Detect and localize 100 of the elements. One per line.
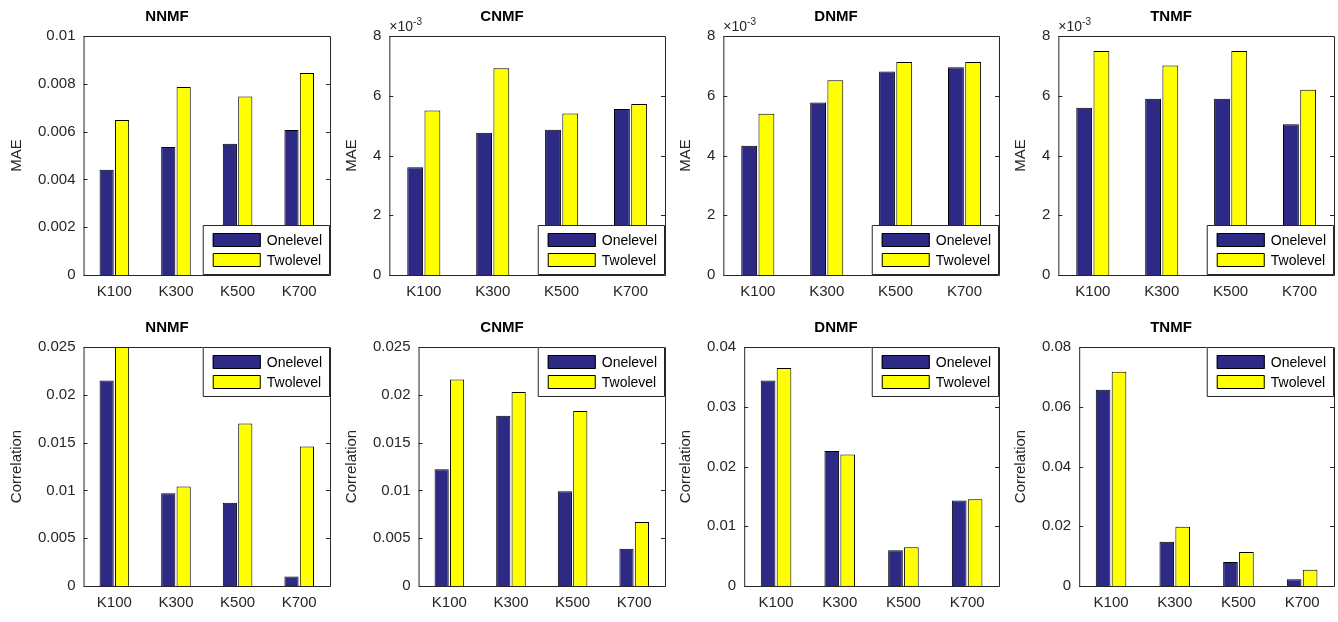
y-tick-label: 8 xyxy=(707,26,716,44)
chart-title: NNMF xyxy=(145,318,189,336)
chart-title: DNMF xyxy=(814,318,858,336)
y-tick-label: 0.02 xyxy=(706,456,737,474)
y-tick-label: 0.06 xyxy=(1041,396,1071,414)
y-tick-label: 0 xyxy=(401,576,411,594)
legend-label: Onelevel xyxy=(601,353,657,370)
legend-label: Onelevel xyxy=(935,353,992,370)
chart-title: CNMF xyxy=(479,7,524,25)
x-tick-label: K500 xyxy=(1220,593,1256,611)
legend-label: Onelevel xyxy=(266,353,323,370)
y-tick-label: 2 xyxy=(1041,205,1050,223)
y-tick-label: 0.01 xyxy=(706,516,737,534)
x-tick-label: K100 xyxy=(1093,593,1129,611)
y-axis-title: Correlation xyxy=(341,429,359,504)
x-tick-label: K300 xyxy=(1143,282,1179,300)
x-tick-label: K500 xyxy=(1212,282,1248,300)
legend-label: Twolevel xyxy=(1270,373,1325,390)
y-tick-label: 8 xyxy=(1041,26,1050,44)
x-tick-label: K300 xyxy=(492,593,528,611)
x-tick-label: K700 xyxy=(949,593,985,611)
legend-label: Onelevel xyxy=(601,231,657,248)
y-tick-label: 0.015 xyxy=(372,432,411,450)
y-tick-label: 4 xyxy=(707,145,716,163)
y-tick-label: 0.01 xyxy=(46,26,76,44)
x-tick-label: K700 xyxy=(616,593,652,611)
y-axis-title: MAE xyxy=(676,139,694,172)
y-tick-label: 0.02 xyxy=(46,384,76,402)
y-tick-label: 6 xyxy=(707,85,716,103)
x-tick-label: K500 xyxy=(543,282,579,300)
y-tick-label: 0.025 xyxy=(372,337,411,355)
chart-title: NNMF xyxy=(145,7,189,25)
y-tick-label: 4 xyxy=(1041,145,1050,163)
x-tick-label: K700 xyxy=(281,282,317,300)
legend-label: Twolevel xyxy=(935,373,991,390)
legend-label: Onelevel xyxy=(1270,231,1326,248)
x-tick-label: K500 xyxy=(885,593,921,611)
y-axis-title: MAE xyxy=(1010,139,1028,172)
y-tick-label: 0 xyxy=(727,576,737,594)
x-tick-label: K500 xyxy=(220,593,256,611)
x-tick-label: K700 xyxy=(1284,593,1320,611)
y-tick-label: 0.005 xyxy=(37,528,76,546)
y-tick-label: 0.01 xyxy=(46,480,76,498)
y-tick-label: 0.01 xyxy=(380,480,411,498)
y-tick-label: 0.005 xyxy=(372,528,411,546)
legend-label: Twolevel xyxy=(601,251,656,268)
x-tick-label: K100 xyxy=(758,593,794,611)
y-tick-label: 0.004 xyxy=(37,169,76,187)
x-tick-label: K500 xyxy=(878,282,914,300)
x-tick-label: K300 xyxy=(474,282,510,300)
legend-label: Onelevel xyxy=(935,231,992,248)
y-tick-label: 0.025 xyxy=(37,337,76,355)
x-tick-label: K300 xyxy=(158,282,194,300)
y-tick-label: 0.08 xyxy=(1041,337,1071,355)
x-tick-label: K300 xyxy=(158,593,194,611)
y-tick-label: 8 xyxy=(372,26,381,44)
y-tick-label: 0 xyxy=(1062,576,1071,594)
x-tick-label: K100 xyxy=(740,282,776,300)
y-tick-label: 0 xyxy=(707,265,716,283)
legend-label: Onelevel xyxy=(1270,353,1326,370)
x-tick-label: K100 xyxy=(431,593,467,611)
y-axis-title: Correlation xyxy=(1010,429,1028,504)
y-tick-label: 0.03 xyxy=(706,396,737,414)
y-tick-label: 2 xyxy=(707,205,716,223)
y-tick-label: 0.02 xyxy=(380,384,411,402)
y-tick-label: 0 xyxy=(67,576,76,594)
legend-label: Twolevel xyxy=(601,373,656,390)
legend-label: Twolevel xyxy=(266,251,322,268)
y-tick-label: 0 xyxy=(67,265,76,283)
y-tick-label: 0.04 xyxy=(706,337,737,355)
legend-label: Twolevel xyxy=(935,251,991,268)
y-tick-label: 0.02 xyxy=(1041,516,1071,534)
y-axis-title: MAE xyxy=(7,139,25,172)
y-tick-label: 0 xyxy=(372,265,381,283)
legend-label: Twolevel xyxy=(266,373,322,390)
x-tick-label: K700 xyxy=(947,282,983,300)
y-axis-title: Correlation xyxy=(7,429,25,504)
x-tick-label: K500 xyxy=(220,282,256,300)
x-tick-label: K300 xyxy=(1156,593,1192,611)
x-tick-label: K700 xyxy=(1281,282,1317,300)
x-tick-label: K700 xyxy=(612,282,648,300)
y-axis-title: MAE xyxy=(341,139,359,172)
chart-title: TNMF xyxy=(1149,7,1192,25)
legend-label: Twolevel xyxy=(1270,251,1325,268)
y-tick-label: 6 xyxy=(372,85,381,103)
x-tick-label: K700 xyxy=(281,593,317,611)
y-tick-label: 0.008 xyxy=(37,73,76,91)
y-tick-label: 0.002 xyxy=(37,217,76,235)
chart-title: CNMF xyxy=(479,318,524,336)
x-tick-label: K100 xyxy=(96,282,132,300)
chart-title: TNMF xyxy=(1149,318,1192,336)
legend-label: Onelevel xyxy=(266,231,323,248)
y-tick-label: 0.04 xyxy=(1041,456,1071,474)
x-tick-label: K300 xyxy=(809,282,845,300)
x-tick-label: K500 xyxy=(554,593,590,611)
y-tick-label: 0.006 xyxy=(37,121,76,139)
x-tick-label: K300 xyxy=(822,593,858,611)
y-tick-label: 2 xyxy=(372,205,381,223)
x-tick-label: K100 xyxy=(1074,282,1110,300)
chart-title: DNMF xyxy=(814,7,858,25)
